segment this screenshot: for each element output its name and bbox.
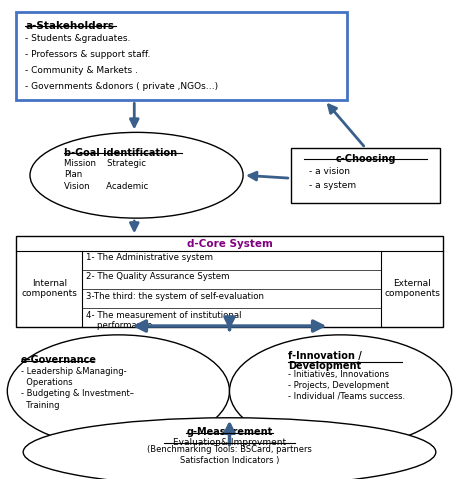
Text: 3-The third: the system of self-evaluation: 3-The third: the system of self-evaluati… <box>86 292 264 300</box>
FancyBboxPatch shape <box>17 13 347 100</box>
Text: b-Goal identification: b-Goal identification <box>64 147 177 158</box>
Text: External
components: External components <box>384 279 440 298</box>
Text: - Professors & support staff.: - Professors & support staff. <box>25 50 151 59</box>
Text: - a vision: - a vision <box>309 167 350 176</box>
FancyBboxPatch shape <box>291 148 440 203</box>
Text: - Leadership &Managing-
  Operations
- Budgeting & Investment–
  Training: - Leadership &Managing- Operations - Bud… <box>21 367 134 410</box>
Text: (Benchmarking Tools: BSCard, partners
Satisfaction Indicators ): (Benchmarking Tools: BSCard, partners Sa… <box>147 445 312 466</box>
Text: - a system: - a system <box>309 181 356 190</box>
Text: - Students &graduates.: - Students &graduates. <box>25 34 131 43</box>
Text: g-Measurement: g-Measurement <box>186 427 273 437</box>
Text: 2- The Quality Assurance System: 2- The Quality Assurance System <box>86 272 229 281</box>
Text: 4- The measurement of institutional
    performance: 4- The measurement of institutional perf… <box>86 310 241 330</box>
Text: 1- The Administrative system: 1- The Administrative system <box>86 254 213 262</box>
Text: Mission    Strategic
Plan
Vision      Academic: Mission Strategic Plan Vision Academic <box>64 159 148 191</box>
Text: Evaluation& Improvment: Evaluation& Improvment <box>173 438 286 447</box>
Text: Internal
components: Internal components <box>21 279 77 298</box>
Ellipse shape <box>7 335 230 447</box>
Text: - Community & Markets .: - Community & Markets . <box>25 66 138 75</box>
Text: e-Governance: e-Governance <box>21 355 97 365</box>
Ellipse shape <box>30 133 243 218</box>
Text: a-Stakeholders: a-Stakeholders <box>25 21 114 31</box>
Ellipse shape <box>23 418 436 482</box>
FancyBboxPatch shape <box>17 236 442 327</box>
Text: c-Choosing: c-Choosing <box>335 154 396 164</box>
Text: - Governments &donors ( private ,NGOs…): - Governments &donors ( private ,NGOs…) <box>25 82 218 92</box>
Text: f-Innovation /
Development: f-Innovation / Development <box>288 350 362 372</box>
Ellipse shape <box>230 335 452 447</box>
Text: d-Core System: d-Core System <box>186 239 273 249</box>
Text: - Initiatives, Innovations
- Projects, Development
- Individual /Teams success.: - Initiatives, Innovations - Projects, D… <box>288 370 406 401</box>
